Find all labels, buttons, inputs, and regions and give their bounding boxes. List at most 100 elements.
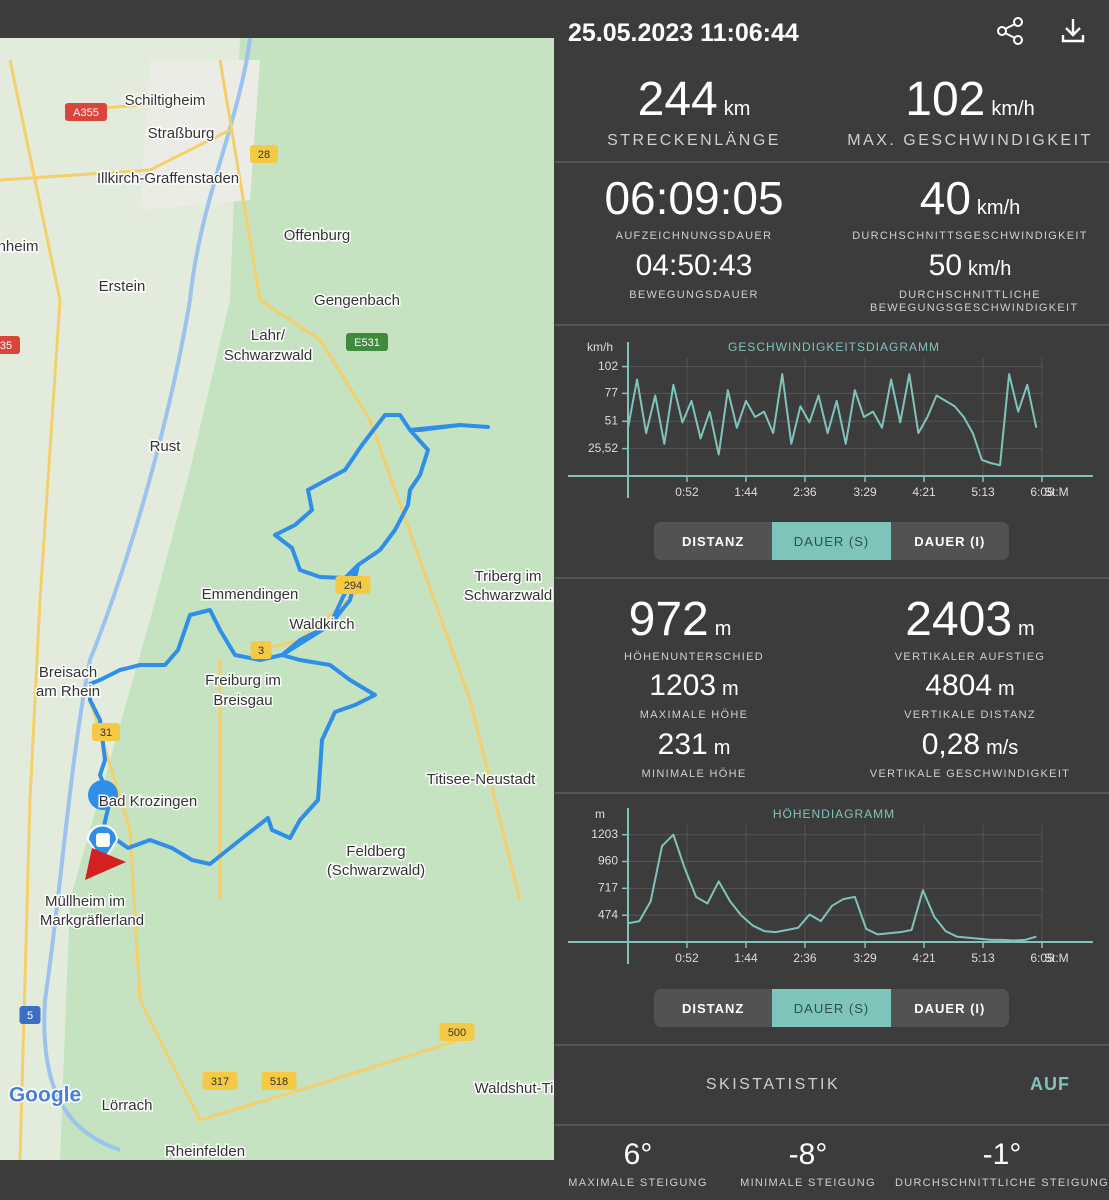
value: 40 [919,172,971,224]
unit: m [722,678,739,700]
y-tick-label: 25,52 [588,441,618,455]
map-label: Feldberg [346,843,405,860]
stat-value: 231 m [658,730,731,760]
map-label: Lahr/ [251,327,286,344]
stat-value: 2403 m [905,596,1034,644]
y-unit: m [595,807,605,821]
y-tick-label: 51 [605,413,619,427]
stat-value: 4804 m [925,671,1014,701]
value: 231 [657,728,708,761]
map-label: Offenburg [284,227,350,244]
map-label: Rust [150,438,182,455]
road-number: A355 [73,107,99,119]
map-label: Gengenbach [314,292,400,309]
value: 102 [905,73,986,126]
stat-value: 1203 m [649,671,738,701]
unit: km [723,98,751,120]
x-tick-label: 5:13 [971,485,995,499]
map-label: Breisgau [213,692,272,709]
value: 04:50:43 [635,249,753,282]
tab[interactable]: DISTANZ [681,1000,745,1016]
road-number: E531 [354,337,380,349]
tab[interactable]: DAUER (S) [772,989,891,1027]
stat-label: HÖHENUNTERSCHIED [624,651,764,663]
tab[interactable]: DAUER (I) [914,1000,986,1016]
value: 4804 [925,669,993,702]
stat-value: 40 km/h [920,175,1021,221]
x-tick-label: 2:36 [793,485,817,499]
road-shield [346,333,388,351]
road-shield [19,1006,41,1024]
x-tick-label: 0:52 [675,485,699,499]
map-label: Google [9,1084,81,1107]
chart-title: GESCHWINDIGKEITSDIAGRAMM [728,340,940,354]
tab[interactable]: DISTANZ [681,533,745,549]
download-icon[interactable] [1061,19,1085,43]
road-number: 294 [344,580,362,592]
unit: m/s [986,737,1019,759]
share-icon[interactable] [997,17,1023,45]
ski-label: MAXIMALE STEIGUNG [568,1177,708,1189]
stat-label: VERTIKALE DISTANZ [904,709,1036,721]
stat-label: AUFZEICHNUNGSDAUER [615,230,773,242]
map-label: Freiburg im [205,672,281,689]
value: 1203 [649,669,717,702]
stat-label: DURCHSCHNITTLICHE BEWEGUNGSGESCHWINDIGKE… [870,289,1079,314]
map-label: Rheinfelden [165,1143,245,1160]
y-tick-label: 102 [598,359,618,373]
separator [555,1044,1109,1046]
map-label: Titisee-Neustadt [427,771,536,788]
x-tick-label: 4:21 [912,485,936,499]
unit: km/h [991,98,1035,120]
stat-value: 50 km/h [929,251,1012,281]
ski-label: MINIMALE STEIGUNG [740,1177,876,1189]
elevation-tabs: DISTANZ DAUER (S) DAUER (I) [654,989,1009,1027]
x-tick-label: 1:44 [734,951,758,965]
unit: m [713,737,731,759]
ski-toggle[interactable]: AUF [1030,1074,1070,1094]
map-label: Illkirch-Graffenstaden [97,170,239,187]
value: 2403 [905,593,1013,646]
stat-label: MAX. GESCHWINDIGKEIT [847,132,1093,149]
value: 0,28 [921,728,981,761]
ski-value: 6° [623,1138,653,1171]
map-label: Müllheim im [45,893,125,910]
separator [555,324,1109,326]
map-label: Bad Krozingen [99,793,197,810]
y-tick-label: 474 [598,907,618,921]
x-tick-label: 3:29 [853,485,877,499]
y-unit: km/h [587,340,613,354]
chart-title: HÖHENDIAGRAMM [773,807,895,821]
map-label: Schwarzwald [224,347,312,364]
value: 06:09:05 [604,172,784,224]
tab[interactable]: DAUER (S) [772,522,891,560]
tab[interactable]: DAUER (I) [914,533,986,549]
y-tick-label: 717 [598,881,618,895]
y-tick-label: 77 [605,386,619,400]
x-tick-label: 6:05 [1030,951,1054,965]
separator [555,161,1109,163]
stats-graphics: GESCHWINDIGKEITSDIAGRAMM km/h 25,52 51 77 102… [568,17,1093,965]
stat-label: BEWEGUNGSDAUER [629,289,759,301]
x-unit: St:M [1044,485,1069,499]
map[interactable]: Schiltigheim Straßburg Illkirch-Graffensta… [0,38,554,1160]
ski-value: -1° [982,1138,1022,1171]
data-line [627,373,1038,467]
x-tick-label: 0:52 [675,951,699,965]
stat-label: DURCHSCHNITTSGESCHWINDIGKEIT [852,230,1088,242]
x-tick-label: 1:44 [734,485,758,499]
map-label: Straßburg [148,125,215,142]
separator [555,1124,1109,1126]
map-label: Markgräflerland [40,912,144,929]
x-tick-label: 6:05 [1030,485,1054,499]
stat-value: 04:50:43 [636,251,753,281]
stat-value: 244 km [638,76,751,124]
road-shield [0,336,20,354]
road-number: 28 [258,149,270,161]
road-shield [250,145,278,163]
start-marker [88,780,119,810]
x-tick-label: 4:21 [912,951,936,965]
unit: km/h [976,197,1021,219]
stat-value: 06:09:05 [604,175,783,221]
